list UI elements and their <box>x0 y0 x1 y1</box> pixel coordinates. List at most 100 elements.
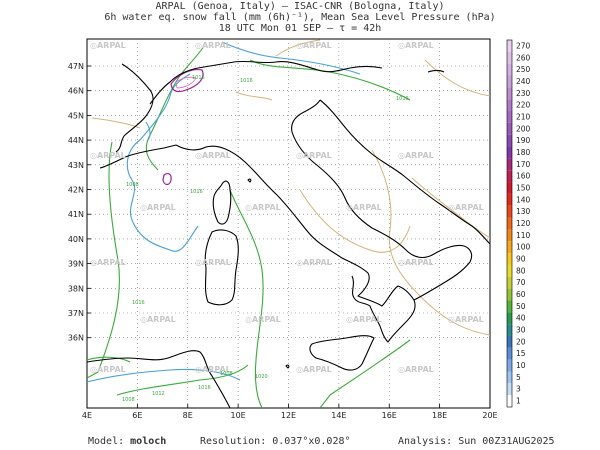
watermark-text: ◎ARPAL <box>90 41 126 50</box>
colorbar-swatch <box>507 335 512 348</box>
watermark-text: ◎ARPAL <box>195 365 231 374</box>
colorbar-label: 100 <box>516 243 531 252</box>
colorbar-swatch <box>507 312 512 325</box>
colorbar-label: 70 <box>516 278 526 287</box>
isobar-label: 1008 <box>126 182 139 188</box>
colorbar-swatch <box>507 300 512 313</box>
colorbar-swatch <box>507 383 512 396</box>
colorbar-swatch <box>507 359 512 372</box>
colorbar-label: 180 <box>516 148 531 157</box>
lat-tick-label: 36N <box>68 334 84 343</box>
watermark-text: ◎ARPAL <box>448 203 484 212</box>
lon-tick-label: 4E <box>82 411 92 420</box>
lat-lon-grid <box>87 39 490 408</box>
colorbar-swatch <box>507 170 512 183</box>
watermark-text: ◎ARPAL <box>398 41 434 50</box>
colorbar-label: 90 <box>516 255 526 264</box>
isobar-label: 1020 <box>255 374 268 380</box>
watermark-text: ◎ARPAL <box>448 315 484 324</box>
colorbar-label: 60 <box>516 290 526 299</box>
colorbar-swatch <box>507 122 512 135</box>
colorbar-label: 15 <box>516 349 526 358</box>
footer-resolution: Resolution: 0.037°x0.028° <box>200 436 351 447</box>
coastlines <box>87 60 490 408</box>
lon-tick-label: 6E <box>132 411 142 420</box>
lon-tick-label: 14E <box>331 411 346 420</box>
colorbar-label: 230 <box>516 89 531 98</box>
colorbar-swatch <box>507 253 512 265</box>
colorbar-swatch <box>507 158 512 171</box>
colorbar-swatch <box>507 229 512 242</box>
lat-tick-label: 39N <box>68 260 84 269</box>
watermark-text: ◎ARPAL <box>140 203 176 212</box>
lat-tick-label: 37N <box>68 309 84 318</box>
isobar-label: 1012 <box>152 391 165 397</box>
snowfall-light <box>175 76 197 89</box>
colorbar-label: 40 <box>516 314 526 323</box>
watermark-text: ◎ARPAL <box>90 258 126 267</box>
isobar-label: 1016 <box>396 96 409 102</box>
colorbar-label: 20 <box>516 337 526 346</box>
watermark-text: ◎ARPAL <box>245 315 281 324</box>
colorbar-label: 170 <box>516 160 531 169</box>
watermark-text: ◎ARPAL <box>245 203 281 212</box>
colorbar-label: 80 <box>516 266 526 275</box>
lat-tick-label: 46N <box>68 87 84 96</box>
colorbar-swatch <box>507 134 512 147</box>
colorbar-swatch <box>507 276 512 289</box>
watermark-text: ◎ARPAL <box>398 151 434 160</box>
colorbar-swatch <box>507 371 512 384</box>
footer-model: Model: moloch <box>88 436 167 447</box>
colorbar-label: 120 <box>516 219 531 228</box>
latitude-ticks: 47N 46N 45N 44N 43N 42N 41N 40N 39N 38N 37N 36N <box>68 62 91 343</box>
lon-tick-label: 16E <box>382 411 397 420</box>
lon-tick-label: 12E <box>281 411 296 420</box>
watermark-text: ◎ARPAL <box>296 151 332 160</box>
lat-tick-label: 45N <box>68 111 84 120</box>
lat-tick-label: 47N <box>68 62 84 71</box>
watermark-text: ◎ARPAL <box>296 41 332 50</box>
colorbar-label: 140 <box>516 195 531 204</box>
colorbar-label: 150 <box>516 183 531 192</box>
lon-tick-label: 18E <box>432 411 447 420</box>
watermark-text: ◎ARPAL <box>195 258 231 267</box>
colorbar-swatch <box>507 288 512 301</box>
lon-tick-label: 8E <box>183 411 193 420</box>
longitude-ticks: 4E 6E 8E 10E 12E 14E 16E 18E 20E <box>82 404 498 420</box>
lat-tick-label: 38N <box>68 284 84 293</box>
colorbar-label: 3 <box>516 385 521 394</box>
colorbar-label: 220 <box>516 101 531 110</box>
footer-analysis: Analysis: Sun 00Z31AUG2025 <box>398 436 555 447</box>
lon-tick-label: 10E <box>231 411 246 420</box>
snowfall-colorbar: 2702602502402302202102001901801701601501… <box>506 39 531 408</box>
colorbar-swatch <box>507 146 512 159</box>
colorbar-swatch <box>507 395 512 407</box>
colorbar-swatch <box>507 205 512 218</box>
lat-tick-label: 40N <box>68 235 84 244</box>
colorbar-label: 130 <box>516 207 531 216</box>
header-subtitle: 6h water eq. snow fall (mm (6h)⁻¹), Mean… <box>104 12 496 23</box>
snowfall-contours <box>162 69 204 186</box>
lat-tick-label: 42N <box>68 186 84 195</box>
colorbar-label: 260 <box>516 53 531 62</box>
colorbar-swatch <box>507 87 512 100</box>
colorbar-label: 5 <box>516 373 521 382</box>
watermark-text: ◎ARPAL <box>398 365 434 374</box>
isobar-label: 1008 <box>220 371 233 377</box>
colorbar-label: 250 <box>516 65 531 74</box>
watermark-text: ◎ARPAL <box>346 315 382 324</box>
colorbar-swatch <box>507 182 512 194</box>
colorbar-swatch <box>507 111 512 123</box>
colorbar-label: 210 <box>516 112 531 121</box>
colorbar-label: 1 <box>516 397 521 406</box>
colorbar-label: 270 <box>516 41 531 50</box>
colorbar-label: 50 <box>516 302 526 311</box>
watermark-text: ◎ARPAL <box>296 258 332 267</box>
colorbar-label: 10 <box>516 361 526 370</box>
isobar-label: 1016 <box>190 189 203 195</box>
colorbar-swatch <box>507 324 512 336</box>
header-title: ARPAL (Genoa, Italy) – ISAC-CNR (Bologna… <box>155 1 445 12</box>
colorbar-swatch <box>507 51 512 64</box>
watermark-text: ◎ARPAL <box>195 41 231 50</box>
isobar-labels: 1016 1016 1016 1008 1016 1016 1008 1012 1016 1020… <box>122 75 409 403</box>
